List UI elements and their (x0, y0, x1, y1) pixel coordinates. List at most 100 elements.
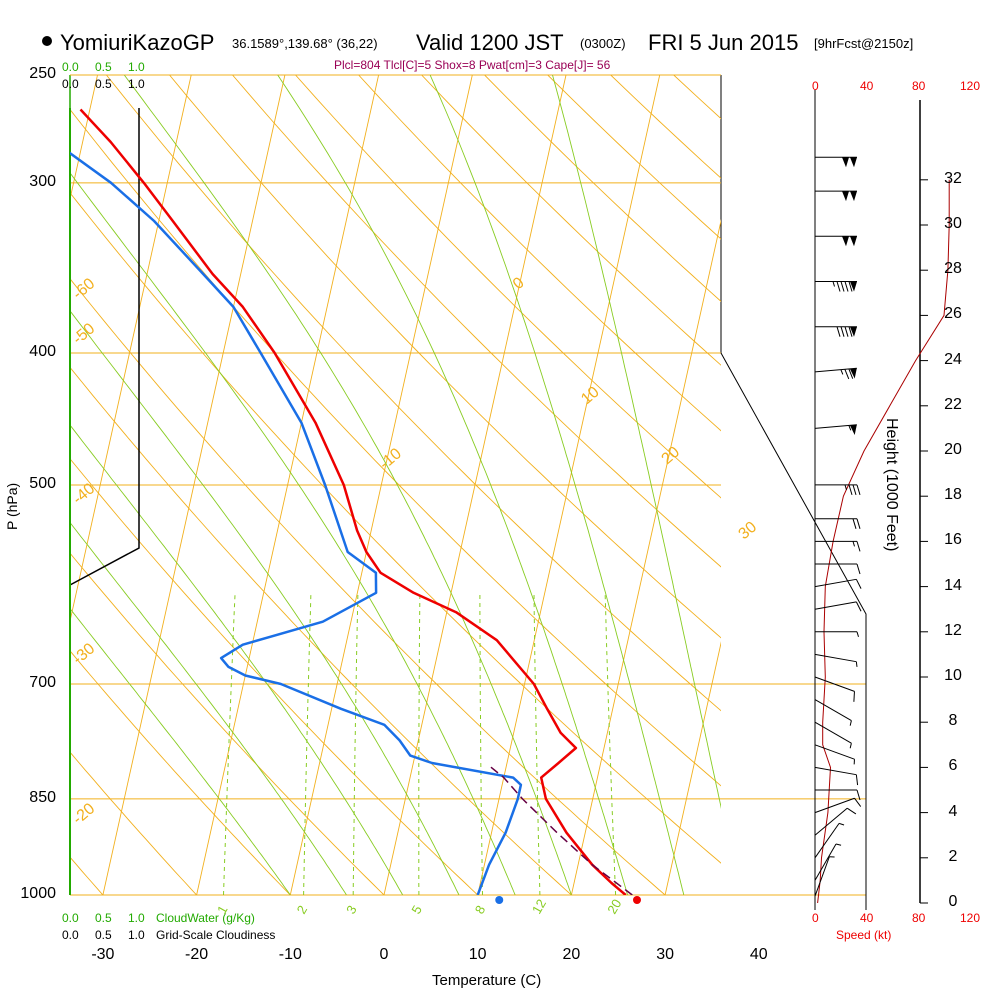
wind-barb-icon (814, 601, 862, 612)
temperature-tick-label: -10 (278, 946, 302, 963)
sounding-series (70, 108, 633, 895)
height-tick-label: 18 (944, 486, 962, 504)
temperature-tick-label: 40 (749, 946, 768, 963)
height-tick-label: 26 (944, 305, 962, 323)
dry-adiabat-line (232, 75, 721, 568)
scale-label: 0.5 (95, 928, 112, 942)
height-tick-label: 6 (948, 757, 958, 775)
scale-label: 1.0 (128, 60, 145, 74)
wind-barb-half (855, 661, 858, 667)
dry-adiabat-line (70, 192, 721, 864)
wind-barb-full (846, 807, 857, 815)
wind-barb-half (849, 743, 852, 749)
scale-label: 40 (860, 911, 874, 925)
station-name: YomiuriKazoGP (60, 30, 215, 55)
wind-barb-half (832, 281, 835, 287)
wind-barb-flag (850, 236, 857, 247)
mixing-ratio-line (479, 592, 483, 895)
wind-barb-icon (814, 766, 859, 786)
forecast-info: [9hrFcst@2150z] (814, 36, 914, 51)
height-tick-label: 28 (944, 260, 962, 278)
scale-label: 0.5 (95, 60, 112, 74)
cloud-water-scale-bottom: 0.0 0.5 1.0 CloudWater (g/Kg) (62, 911, 362, 925)
scale-label: 1.0 (128, 77, 145, 91)
wind-barb-icon (815, 563, 861, 575)
surface-dewpoint-marker (495, 896, 504, 904)
wind-barb-icon (815, 789, 861, 801)
wind-barb-icon (814, 578, 862, 589)
wind-barb-flag (850, 326, 857, 337)
cloudiness-line (69, 108, 140, 586)
wind-barb-staff (814, 367, 857, 373)
wind-barb-icon (815, 326, 857, 337)
station-bullet-icon (42, 36, 52, 46)
scale-label: 80 (912, 79, 926, 93)
wind-barb-full (856, 563, 861, 575)
height-tick-label: 16 (944, 531, 962, 549)
speed-scale-top: 0 40 80 120 (808, 79, 988, 93)
wind-barb-full (836, 281, 841, 292)
wind-barb-full (852, 484, 857, 496)
valid-date: FRI 5 Jun 2015 (648, 30, 799, 55)
dry-adiabat-line (70, 552, 385, 895)
utc-time: (0300Z) (580, 36, 626, 51)
dry-adiabat-line (70, 366, 572, 895)
dry-adiabat-line (70, 108, 721, 787)
speed-scale-bottom: 0 40 80 120 (808, 911, 988, 925)
isotherm-line (289, 75, 473, 895)
wind-barb-icon (815, 484, 861, 496)
wind-barb-half (838, 822, 845, 826)
wind-barb-icon (814, 721, 852, 749)
wind-barb-full (848, 484, 853, 496)
pressure-tick-label: 500 (29, 475, 56, 492)
height-tick-label: 8 (948, 712, 958, 730)
wind-barb-half (835, 843, 842, 846)
isotherm-label: 20 (658, 444, 683, 469)
scale-label: 0 (812, 911, 819, 925)
wind-barb-staff (814, 807, 848, 836)
isotherm-line (477, 75, 661, 895)
mixing-ratio-label: 8 (472, 903, 489, 917)
wind-barb-icon (814, 807, 857, 836)
isotherm-label: -60 (70, 275, 99, 303)
pressure-tick-label: 300 (29, 172, 56, 190)
wind-barb-half (844, 484, 847, 491)
wind-barb-flag (849, 424, 857, 435)
height-tick-label: 10 (944, 667, 962, 684)
wind-barb-icon (814, 744, 855, 765)
temperature-tick-label: 0 (379, 946, 389, 963)
surface-markers (495, 896, 641, 904)
isotherm-label: 30 (736, 519, 761, 544)
mixing-ratio-label: 12 (529, 896, 549, 916)
mixing-ratio-lines (223, 592, 617, 895)
height-tick-label: 30 (944, 215, 962, 232)
dry-adiabat-line (295, 75, 721, 499)
scale-label: 80 (912, 911, 926, 925)
mixing-ratio-line (604, 592, 617, 895)
moist-adiabat-line (70, 424, 404, 895)
wind-barb-icon (815, 518, 861, 529)
wind-barb-icon (814, 822, 845, 859)
moist-adiabat-line (70, 172, 516, 895)
wind-speed-line (817, 179, 950, 904)
wind-barb-flag (842, 236, 849, 247)
pressure-tick-label: 1000 (20, 885, 56, 902)
wind-barb-full (855, 601, 862, 612)
dry-adiabat-line (70, 751, 197, 895)
wind-barb-full (855, 579, 862, 589)
wind-barb-flag (842, 191, 849, 202)
wind-barb-staff (814, 856, 830, 897)
wind-barb-icon (815, 631, 859, 637)
isotherm-label: -50 (70, 320, 99, 348)
isotherm-label: -10 (376, 445, 405, 473)
wind-barb-icon (814, 843, 842, 881)
wind-barb-flag (850, 191, 857, 202)
height-tick-label: 12 (944, 621, 962, 639)
wind-barb-icon (814, 856, 835, 897)
wind-barb-icon (814, 699, 852, 726)
isotherm-line (102, 75, 286, 895)
isotherm-line (383, 75, 567, 895)
height-tick-label: 20 (944, 441, 962, 458)
mixing-ratio-line (533, 592, 541, 895)
